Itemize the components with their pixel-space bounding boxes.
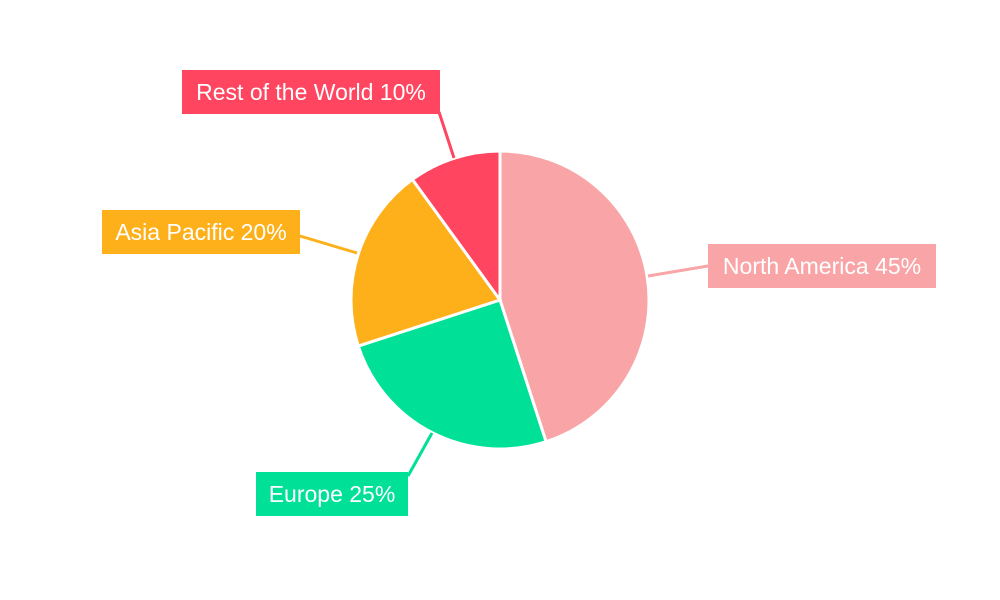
label-box-north-america	[708, 244, 936, 288]
leader-line-asia-pacific	[299, 234, 358, 255]
label-box-europe	[256, 472, 408, 516]
slice-asia-pacific[interactable]	[349, 177, 503, 348]
data-label-rest-of-the-world: Rest of the World 10%	[196, 79, 426, 105]
slice-north-america[interactable]	[498, 149, 651, 444]
data-label-asia-pacific: Asia Pacific 20%	[115, 219, 286, 245]
data-label-north-america: North America 45%	[723, 253, 921, 279]
leader-line-europe	[406, 432, 434, 477]
leader-line-north-america	[647, 264, 709, 278]
data-label-europe: Europe 25%	[269, 481, 396, 507]
label-box-asia-pacific	[102, 210, 300, 254]
label-box-rest-of-the-world	[182, 70, 440, 114]
slice-rest-of-the-world[interactable]	[410, 149, 502, 305]
slice-europe[interactable]	[356, 298, 548, 451]
leader-line-rest-of-the-world	[437, 111, 456, 159]
